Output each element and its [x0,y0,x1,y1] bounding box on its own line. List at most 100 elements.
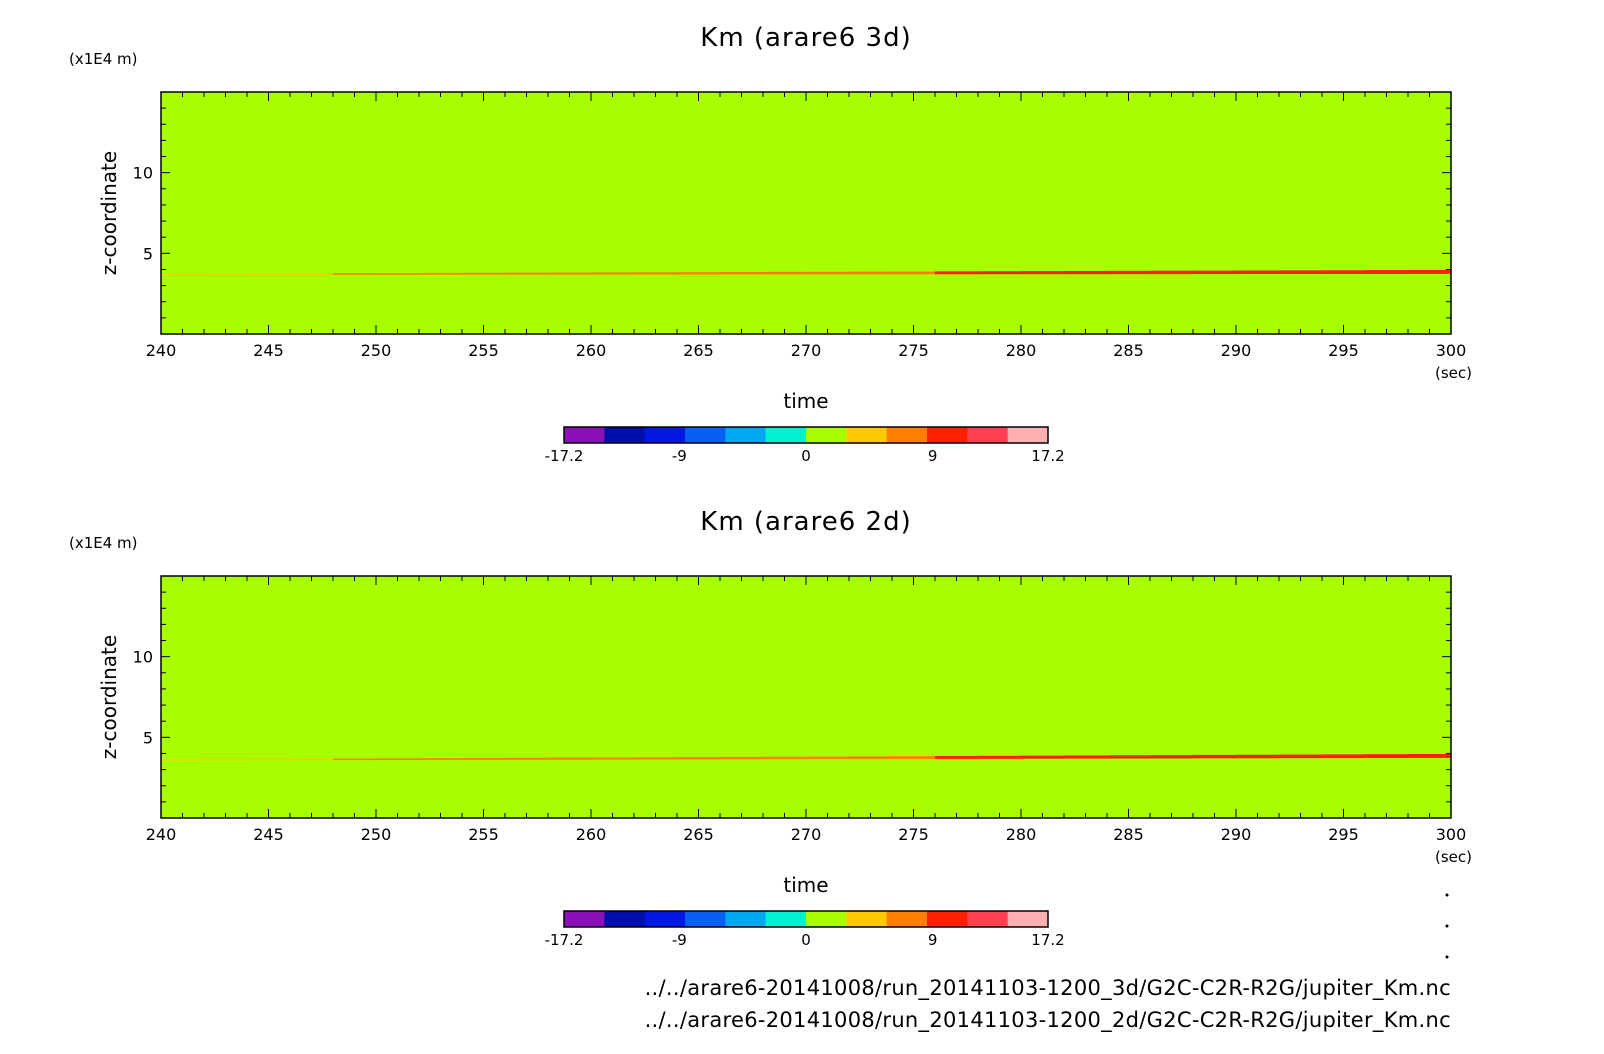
heatmap-band-cell [1236,754,1280,759]
colorbar-swatch [927,427,968,443]
heatmap-band-cell [1193,754,1237,759]
heatmap-background [161,92,1451,334]
colorbar-tick-label: 9 [928,447,938,465]
heatmap-band-cell [935,271,979,275]
heatmap-band-cell [677,757,721,760]
heatmap-band-cell [161,759,205,761]
heatmap-band-cell [204,273,248,275]
colorbar-swatch [927,911,968,927]
heatmap-band-cell [462,757,506,760]
stray-dot [1445,893,1449,897]
x-tick-label: 240 [146,341,177,360]
heatmap-band-cell [1064,755,1108,759]
heatmap-band-cell [1107,270,1151,275]
chart-panel-3d: Km (arare6 3d) (x1E4 m) 240 245 250 255 260 265… [69,23,1472,465]
heatmap-band-cell [1322,754,1366,759]
y-tick-label: 10 [133,164,153,183]
heatmap-band-cell [1150,755,1194,759]
heatmap-band-cell [806,756,850,760]
colorbar-swatch [685,427,726,443]
heatmap-band-cell [333,273,377,275]
colorbar-swatch [1007,427,1049,443]
chart-title: Km (arare6 2d) [700,507,911,537]
heatmap-band-cell [1365,270,1409,274]
heatmap-band-cell [376,758,420,761]
y-tick-label: 10 [133,648,153,667]
y-tick-label: 5 [143,728,153,747]
colorbar-swatch [967,911,1008,927]
colorbar-tick-label: 9 [928,931,938,949]
x-tick-label: 270 [791,825,822,844]
x-tick-label: 300 [1436,341,1467,360]
colorbar-tick-label: -17.2 [545,447,584,465]
colorbar-tick-label: 17.2 [1031,931,1064,949]
x-tick-label: 290 [1221,341,1252,360]
heatmap-band-cell [290,273,334,275]
x-tick-label: 290 [1221,825,1252,844]
heatmap-band-cell [720,271,764,275]
colorbar-tick-label: 17.2 [1031,447,1064,465]
heatmap-band-cell [419,272,463,275]
colorbar-swatch [886,911,928,927]
colorbar-swatch [644,911,686,927]
colorbar-frame [563,426,1049,444]
x-tick-label: 245 [253,825,284,844]
x-tick-label: 250 [361,341,392,360]
heatmap-band-cell [978,755,1022,759]
heatmap-band-cell [978,271,1022,275]
footer: ../../arare6-20141008/run_20141103-1200_… [645,976,1451,1033]
colorbar-tick-label: -9 [672,931,687,949]
x-tick-label: 280 [1006,341,1037,360]
heatmap-band-cell [935,755,979,759]
x-tick-label: 275 [898,825,929,844]
heatmap-band-cell [1107,755,1151,759]
heatmap-band-cell [161,273,205,275]
colorbar-tick-label: -9 [672,447,687,465]
x-tick-label: 245 [253,341,284,360]
colorbar-frame [563,910,1049,928]
heatmap-band-cell [505,272,549,275]
heatmap-band-cell [1322,270,1366,274]
x-tick-label: 240 [146,825,177,844]
x-tick-label: 265 [683,825,714,844]
heatmap-band-cell [1021,755,1065,759]
x-tick-label: 250 [361,825,392,844]
heatmap-band-cell [548,272,592,275]
y-tick-label: 5 [143,244,153,263]
colorbar-swatch [644,427,686,443]
heatmap-band-cell [806,271,850,275]
heatmap-band-cell [1408,753,1452,758]
colorbar-swatch [725,427,766,443]
heatmap-band-cell [892,271,936,275]
heatmap-band-cell [591,757,635,760]
colorbar-swatch [967,427,1008,443]
colorbar-swatch [604,427,645,443]
heatmap-band-cell [677,272,721,275]
x-tick-label: 295 [1328,825,1359,844]
heatmap-band-cell [720,756,764,760]
heatmap-band-cell [333,758,377,761]
heatmap-band-cell [591,272,635,275]
x-tick-label: 270 [791,341,822,360]
x-tick-label: 300 [1436,825,1467,844]
x-axis-unit: (sec) [1435,848,1472,866]
footer-path-2d: ../../arare6-20141008/run_20141103-1200_… [645,1008,1451,1033]
colorbar-swatch [765,911,807,927]
colorbar-swatch [604,911,645,927]
colorbar-swatch [846,911,887,927]
heatmap-band-cell [1279,754,1323,759]
heatmap-band-cell [1150,270,1194,275]
x-tick-label: 275 [898,341,929,360]
colorbar-swatch [806,427,847,443]
heatmap-band-cell [1279,270,1323,275]
x-axis-unit: (sec) [1435,364,1472,382]
heatmap-band-cell [376,273,420,275]
heatmap-band-cell [634,757,678,760]
colorbar-swatch [564,427,605,443]
heatmap-band-cell [1236,270,1280,275]
y-axis-label: z-coordinate [97,151,121,275]
y-axis-unit: (x1E4 m) [69,50,138,68]
x-axis-label: time [783,873,828,897]
heatmap-band-cell [462,272,506,275]
